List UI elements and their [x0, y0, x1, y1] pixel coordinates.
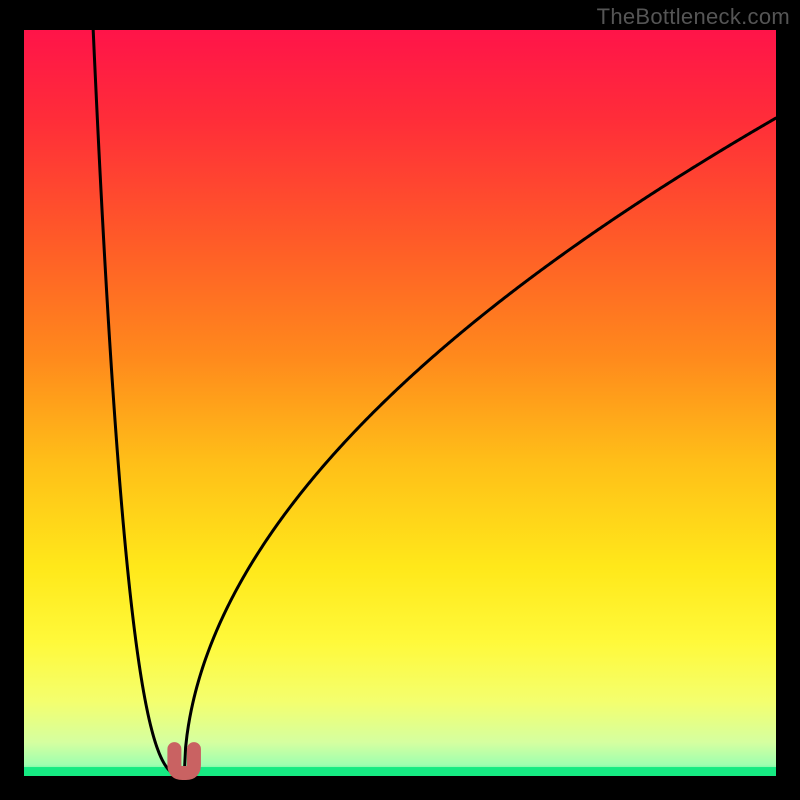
- baseline-band: [24, 767, 776, 776]
- plot-area: [24, 30, 776, 776]
- chart-container: TheBottleneck.com: [0, 0, 800, 800]
- source-watermark: TheBottleneck.com: [597, 4, 790, 30]
- bottleneck-chart: [0, 0, 800, 800]
